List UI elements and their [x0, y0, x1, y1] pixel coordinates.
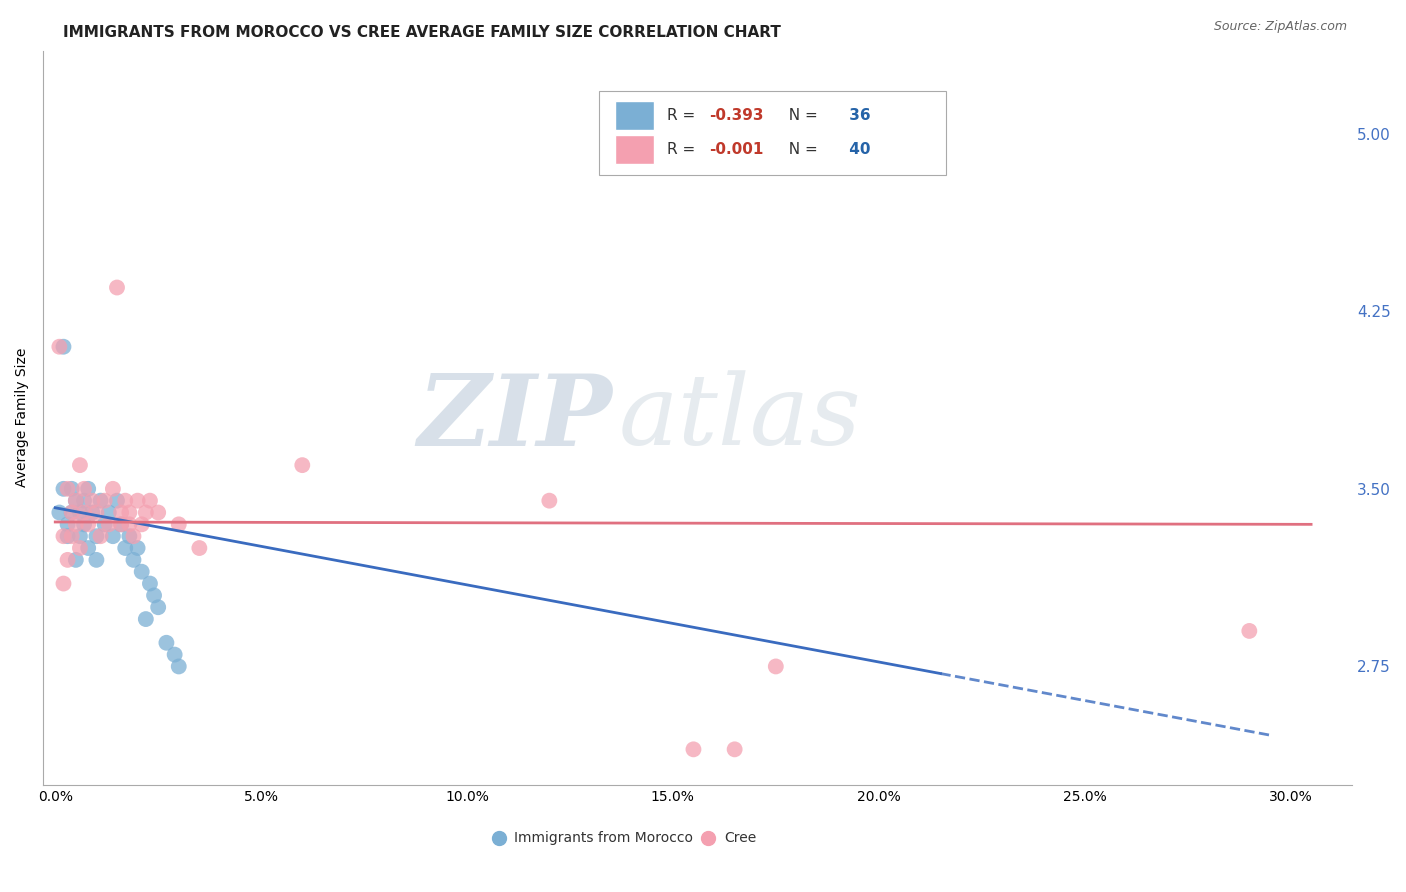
Text: 40: 40 [844, 143, 870, 157]
Point [118, 529, 141, 543]
Point [97, 506, 120, 520]
FancyBboxPatch shape [599, 91, 946, 176]
Point [90, 493, 112, 508]
Point [52, 576, 75, 591]
Point [65, 553, 87, 567]
Point [52, 340, 75, 354]
Y-axis label: Average Family Size: Average Family Size [15, 348, 30, 487]
Point [69, 506, 91, 520]
Point [139, 576, 162, 591]
Point [135, 612, 157, 626]
Point [69, 458, 91, 472]
Point [60, 529, 83, 543]
Point [122, 553, 145, 567]
Text: R =: R = [668, 143, 700, 157]
Point [105, 280, 128, 294]
Point [765, 659, 787, 673]
Point [90, 529, 112, 543]
Point [127, 541, 149, 555]
Point [48, 506, 70, 520]
Point [82, 506, 104, 520]
Point [135, 506, 157, 520]
Point [682, 742, 704, 756]
Text: N =: N = [779, 143, 823, 157]
Point [60, 506, 83, 520]
Point [56, 517, 79, 532]
Text: -0.001: -0.001 [710, 143, 763, 157]
Text: N =: N = [779, 108, 823, 123]
Point [73, 493, 96, 508]
Point [105, 493, 128, 508]
Point [163, 648, 186, 662]
Point [56, 553, 79, 567]
Point [114, 541, 136, 555]
Text: R =: R = [668, 108, 700, 123]
Point [148, 506, 170, 520]
Point [110, 506, 132, 520]
Point [101, 529, 124, 543]
Point [118, 506, 141, 520]
Point [60, 506, 83, 520]
Point [52, 482, 75, 496]
Point [93, 493, 115, 508]
Point [69, 541, 91, 555]
Point [110, 517, 132, 532]
Point [65, 493, 87, 508]
Point [82, 493, 104, 508]
Point [155, 636, 177, 650]
Point [127, 493, 149, 508]
Point [48, 340, 70, 354]
Point [65, 493, 87, 508]
Text: ZIP: ZIP [418, 369, 613, 466]
Point [122, 529, 145, 543]
Point [77, 541, 100, 555]
FancyBboxPatch shape [614, 101, 654, 130]
Point [73, 506, 96, 520]
Point [167, 659, 190, 673]
Text: 36: 36 [844, 108, 870, 123]
Text: Immigrants from Morocco: Immigrants from Morocco [515, 830, 693, 845]
Point [143, 588, 166, 602]
Point [97, 517, 120, 532]
Point [538, 493, 561, 508]
Point [291, 458, 314, 472]
Point [86, 506, 108, 520]
Point [110, 517, 132, 532]
Text: atlas: atlas [619, 370, 862, 466]
Point [167, 517, 190, 532]
Point [86, 529, 108, 543]
Point [148, 600, 170, 615]
Point [73, 482, 96, 496]
FancyBboxPatch shape [614, 135, 654, 164]
Text: Cree: Cree [724, 830, 756, 845]
Text: -0.393: -0.393 [710, 108, 763, 123]
Point [188, 541, 211, 555]
Point [86, 553, 108, 567]
Point [69, 529, 91, 543]
Text: IMMIGRANTS FROM MOROCCO VS CREE AVERAGE FAMILY SIZE CORRELATION CHART: IMMIGRANTS FROM MOROCCO VS CREE AVERAGE … [63, 25, 782, 40]
Point [52, 529, 75, 543]
Point [65, 517, 87, 532]
Point [73, 517, 96, 532]
Point [114, 493, 136, 508]
Point [60, 482, 83, 496]
Point [139, 493, 162, 508]
Point [93, 517, 115, 532]
Point [56, 482, 79, 496]
Point [56, 529, 79, 543]
Point [77, 517, 100, 532]
Point [118, 517, 141, 532]
Point [131, 517, 153, 532]
Point [77, 482, 100, 496]
Point [101, 482, 124, 496]
Text: Source: ZipAtlas.com: Source: ZipAtlas.com [1213, 20, 1347, 33]
Point [131, 565, 153, 579]
Point [1239, 624, 1261, 638]
Point [723, 742, 745, 756]
